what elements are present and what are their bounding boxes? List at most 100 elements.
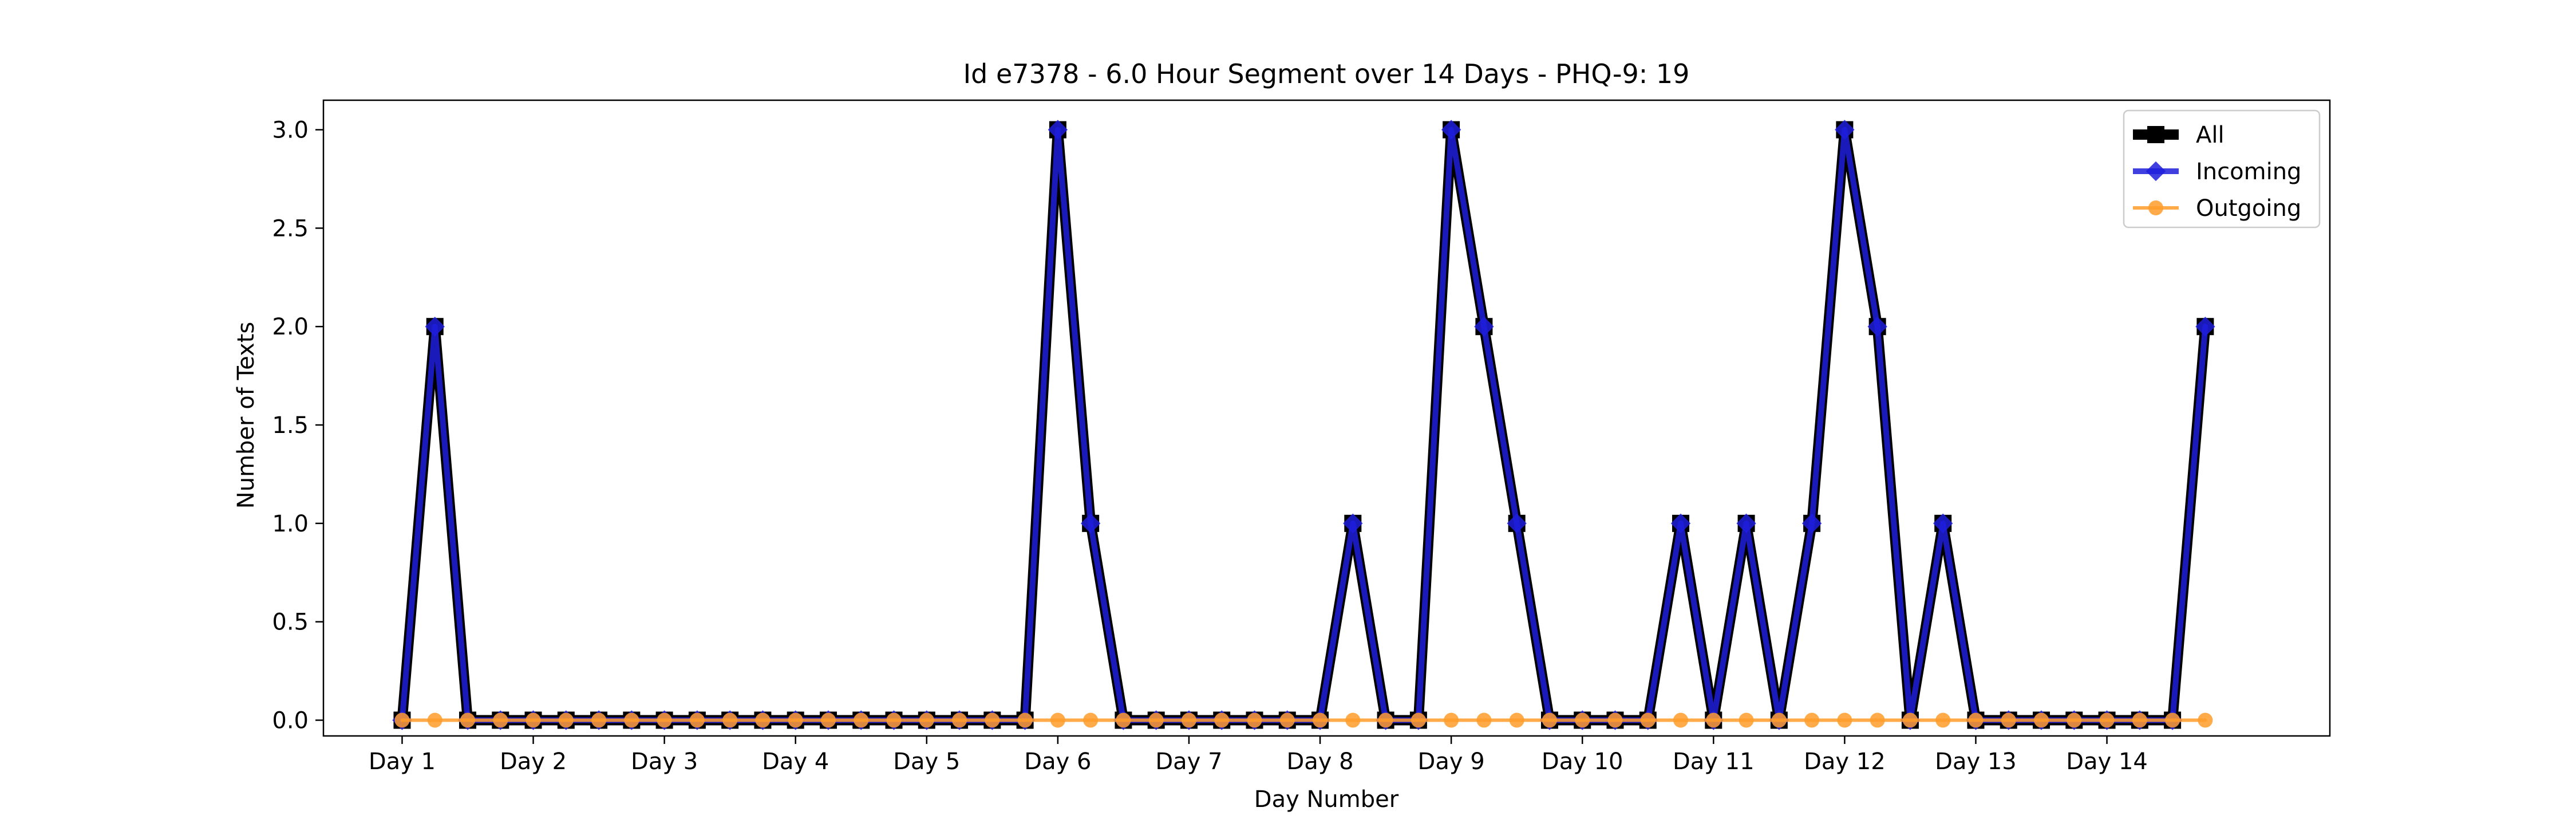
legend: All Incoming Outgoing bbox=[2123, 109, 2321, 229]
data-point-outgoing bbox=[2034, 712, 2049, 728]
data-point-outgoing bbox=[1739, 712, 1754, 728]
data-point-incoming bbox=[425, 316, 445, 337]
data-point-incoming bbox=[1835, 120, 1855, 140]
data-point-outgoing bbox=[558, 712, 574, 728]
data-point-incoming bbox=[1474, 316, 1494, 337]
data-point-outgoing bbox=[1837, 712, 1852, 728]
data-point-outgoing bbox=[591, 712, 607, 728]
data-point-incoming bbox=[2195, 316, 2215, 337]
data-point-incoming bbox=[1048, 120, 1068, 140]
data-point-incoming bbox=[1080, 513, 1101, 534]
data-point-outgoing bbox=[1148, 712, 1164, 728]
data-point-outgoing bbox=[1378, 712, 1393, 728]
x-tick-label: Day 3 bbox=[631, 749, 698, 775]
data-point-incoming bbox=[1933, 513, 1953, 534]
data-point-outgoing bbox=[526, 712, 541, 728]
plot-area: 0.0 0.5 1.0 1.5 2.0 2.5 3.0 Day 1 Day 2 Day 3 Day … bbox=[272, 99, 2331, 775]
data-point-outgoing bbox=[2001, 712, 2016, 728]
data-point-outgoing bbox=[1116, 712, 1131, 728]
data-point-outgoing bbox=[493, 712, 508, 728]
data-point-incoming bbox=[1670, 513, 1691, 534]
x-tick-label: Day 8 bbox=[1286, 749, 1353, 775]
legend-label-outgoing: Outgoing bbox=[2196, 195, 2301, 222]
data-point-incoming bbox=[1441, 120, 1461, 140]
data-point-outgoing bbox=[1673, 712, 1689, 728]
data-point-outgoing bbox=[689, 712, 705, 728]
y-tick-label: 0.0 bbox=[272, 708, 309, 734]
x-tick-label: Day 12 bbox=[1804, 749, 1886, 775]
data-point-outgoing bbox=[1771, 712, 1787, 728]
data-point-outgoing bbox=[1902, 712, 1918, 728]
data-point-outgoing bbox=[1411, 712, 1426, 728]
legend-label-incoming: Incoming bbox=[2196, 159, 2301, 185]
data-point-outgoing bbox=[1345, 712, 1361, 728]
data-point-incoming bbox=[1867, 316, 1887, 337]
data-point-outgoing bbox=[1935, 712, 1951, 728]
x-tick-label: Day 11 bbox=[1673, 749, 1755, 775]
data-point-outgoing bbox=[427, 712, 442, 728]
x-tick-label: Day 6 bbox=[1024, 749, 1091, 775]
x-axis-label: Day Number bbox=[1254, 786, 1399, 813]
data-point-outgoing bbox=[624, 712, 639, 728]
data-point-outgoing bbox=[1444, 712, 1459, 728]
y-tick-label: 2.5 bbox=[272, 215, 309, 242]
data-point-outgoing bbox=[2099, 712, 2115, 728]
data-point-outgoing bbox=[1181, 712, 1196, 728]
data-point-outgoing bbox=[1640, 712, 1656, 728]
data-point-outgoing bbox=[755, 712, 771, 728]
x-tick-label: Day 10 bbox=[1542, 749, 1623, 775]
data-point-outgoing bbox=[460, 712, 475, 728]
data-point-outgoing bbox=[394, 712, 410, 728]
legend-marker-incoming bbox=[2146, 161, 2166, 182]
data-point-incoming bbox=[1801, 513, 1822, 534]
data-point-outgoing bbox=[1017, 712, 1033, 728]
data-point-outgoing bbox=[1214, 712, 1230, 728]
data-point-outgoing bbox=[1607, 712, 1623, 728]
y-tick-label: 1.0 bbox=[272, 511, 309, 537]
x-tick-label: Day 2 bbox=[500, 749, 567, 775]
plot-frame bbox=[322, 99, 2331, 737]
data-point-outgoing bbox=[952, 712, 967, 728]
data-point-outgoing bbox=[1083, 712, 1099, 728]
data-point-outgoing bbox=[1279, 712, 1295, 728]
data-point-outgoing bbox=[820, 712, 836, 728]
y-tick-label: 3.0 bbox=[272, 117, 309, 144]
data-point-outgoing bbox=[1575, 712, 1590, 728]
x-tick-label: Day 14 bbox=[2066, 749, 2148, 775]
data-point-outgoing bbox=[2132, 712, 2147, 728]
data-point-outgoing bbox=[657, 712, 672, 728]
data-point-outgoing bbox=[1542, 712, 1557, 728]
chart-title: Id e7378 - 6.0 Hour Segment over 14 Days… bbox=[963, 58, 1690, 89]
x-tick-label: Day 7 bbox=[1155, 749, 1222, 775]
x-tick-label: Day 5 bbox=[893, 749, 960, 775]
data-point-outgoing bbox=[1968, 712, 1984, 728]
data-point-outgoing bbox=[1247, 712, 1262, 728]
data-point-outgoing bbox=[2067, 712, 2082, 728]
data-point-outgoing bbox=[722, 712, 738, 728]
legend-label-all: All bbox=[2196, 122, 2225, 148]
data-point-outgoing bbox=[919, 712, 934, 728]
x-tick-label: Day 4 bbox=[762, 749, 829, 775]
y-axis-label: Number of Texts bbox=[233, 322, 259, 509]
data-point-outgoing bbox=[1804, 712, 1820, 728]
y-tick-label: 2.0 bbox=[272, 314, 309, 340]
y-tick-label: 0.5 bbox=[272, 609, 309, 636]
x-tick-label: Day 1 bbox=[369, 749, 436, 775]
data-point-outgoing bbox=[886, 712, 902, 728]
data-point-outgoing bbox=[1050, 712, 1065, 728]
data-point-outgoing bbox=[1509, 712, 1524, 728]
data-point-outgoing bbox=[985, 712, 1000, 728]
x-tick-label: Day 9 bbox=[1418, 749, 1485, 775]
legend-marker-outgoing bbox=[2148, 200, 2163, 215]
legend-marker-all bbox=[2147, 126, 2164, 143]
data-point-outgoing bbox=[1313, 712, 1328, 728]
data-point-outgoing bbox=[1870, 712, 1885, 728]
data-point-incoming bbox=[1736, 513, 1756, 534]
data-point-incoming bbox=[1507, 513, 1527, 534]
data-point-outgoing bbox=[2198, 712, 2213, 728]
data-point-incoming bbox=[1343, 513, 1363, 534]
y-tick-label: 1.5 bbox=[272, 412, 309, 439]
data-point-outgoing bbox=[1476, 712, 1492, 728]
